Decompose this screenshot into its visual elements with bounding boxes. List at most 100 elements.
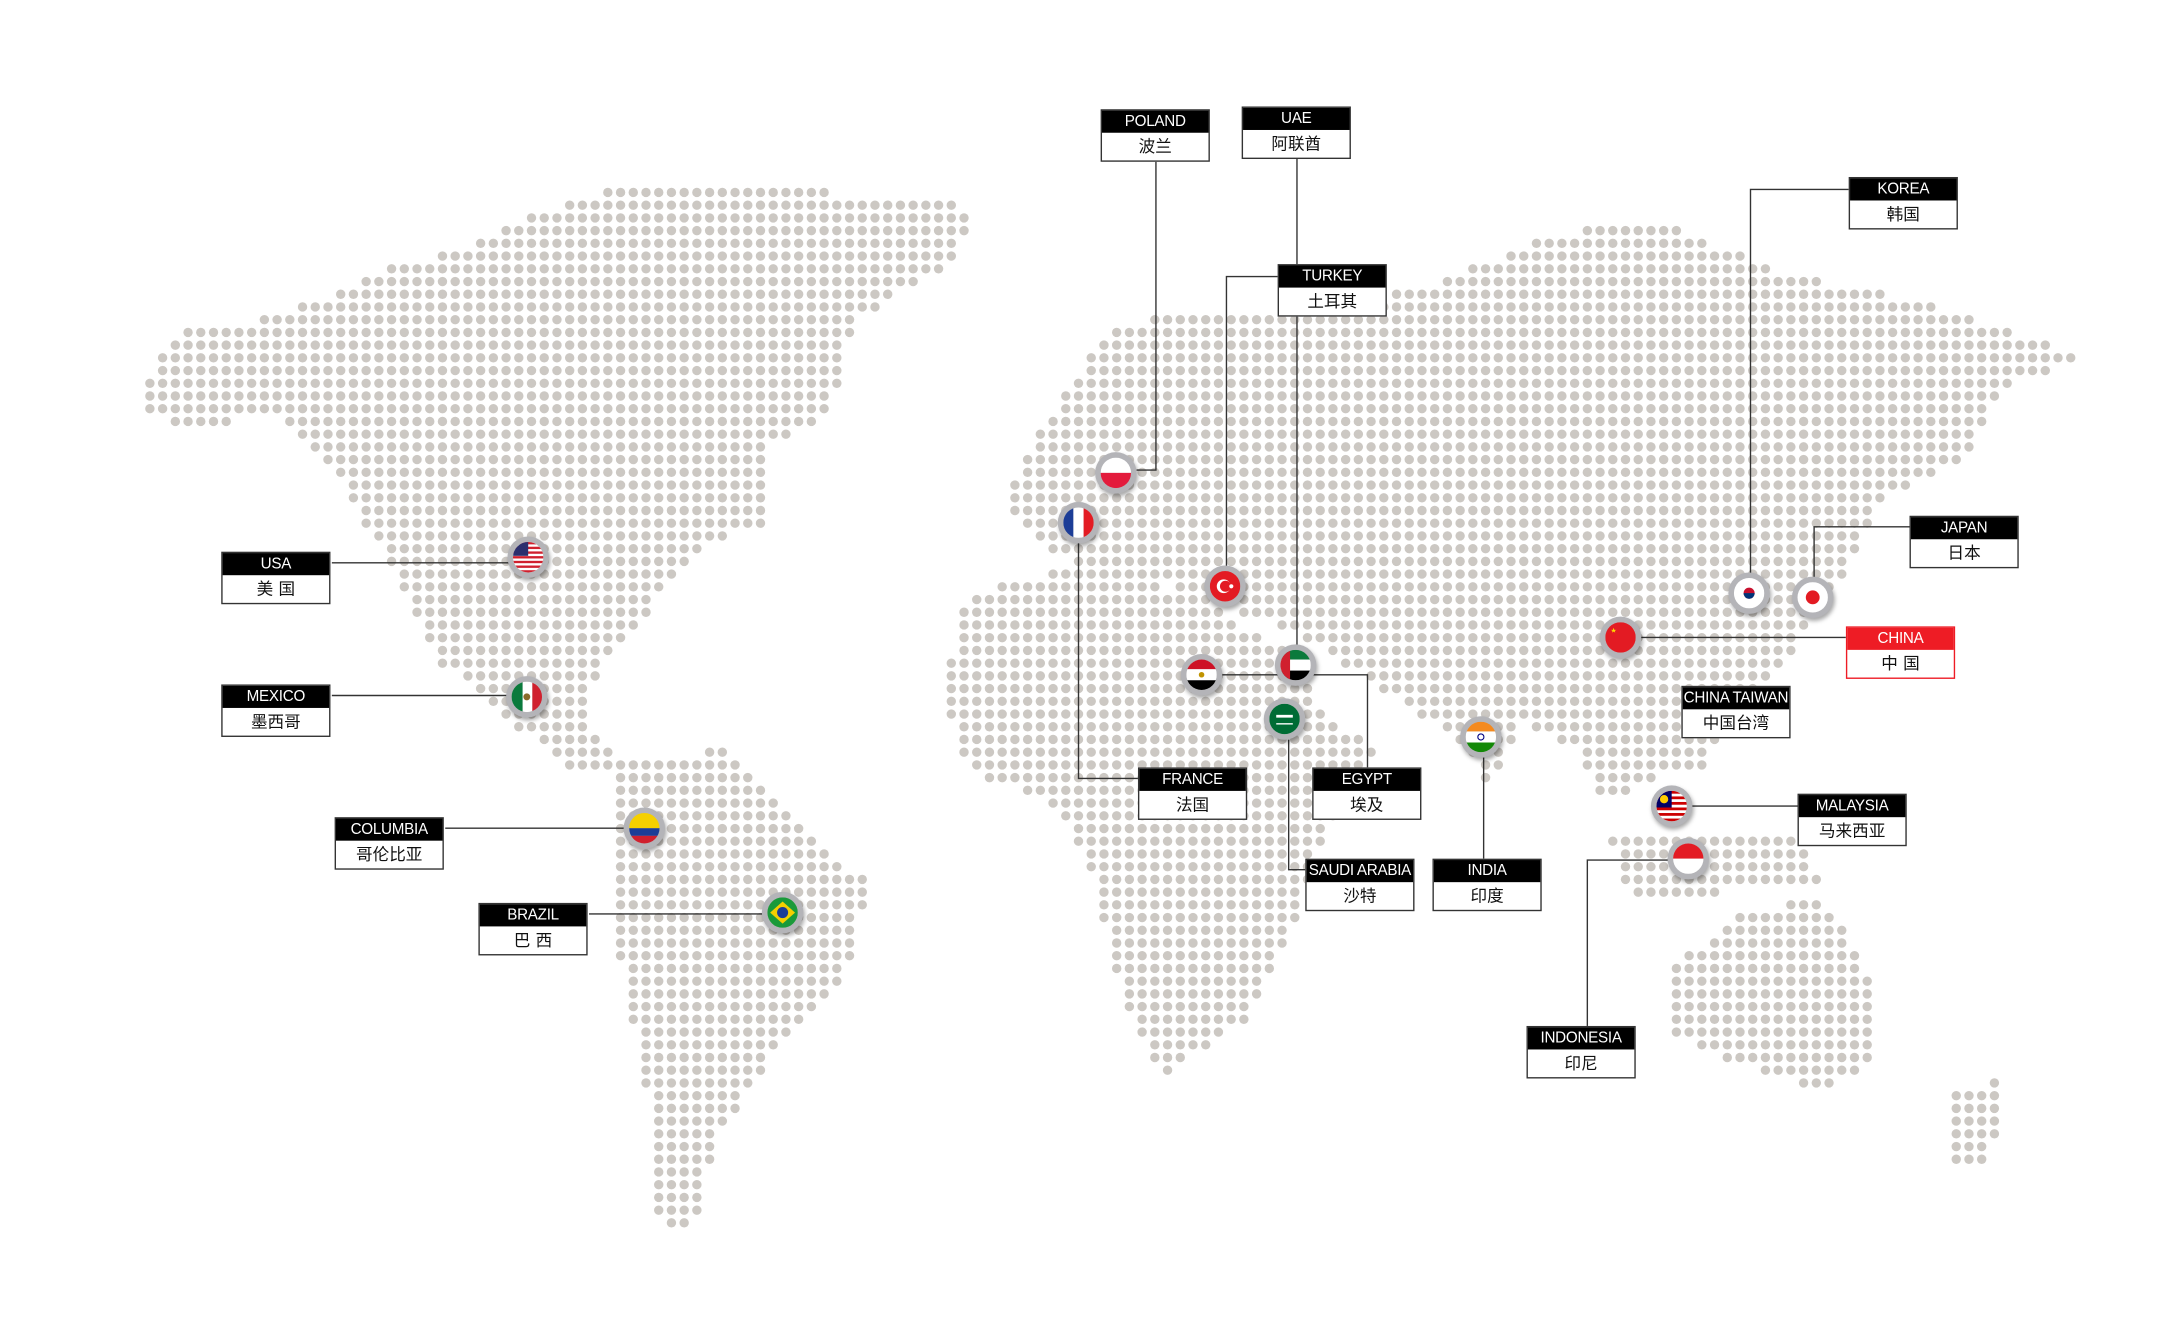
map-dot bbox=[1124, 620, 1135, 630]
map-dot bbox=[781, 404, 791, 414]
map-dot bbox=[654, 1027, 664, 1037]
map-dot bbox=[1722, 327, 1732, 338]
map-dot bbox=[1811, 874, 1822, 885]
map-dot bbox=[1315, 442, 1325, 452]
map-dot bbox=[1429, 289, 1440, 299]
map-dot bbox=[1010, 709, 1020, 719]
map-dot bbox=[399, 518, 410, 528]
map-dot bbox=[1226, 951, 1236, 961]
map-dot bbox=[386, 480, 397, 490]
map-dot bbox=[666, 480, 677, 490]
map-dot bbox=[1366, 747, 1376, 757]
map-dot bbox=[1811, 989, 1822, 999]
map-dot bbox=[755, 467, 766, 478]
map-dot bbox=[1175, 861, 1185, 872]
map-dot bbox=[1620, 467, 1631, 478]
map-dot bbox=[1480, 365, 1491, 376]
map-dot bbox=[1379, 556, 1389, 567]
map-dot bbox=[1837, 429, 1847, 439]
map-dot bbox=[552, 531, 562, 541]
map-dot bbox=[1544, 467, 1554, 478]
map-dot bbox=[781, 378, 791, 388]
map-dot bbox=[1951, 1090, 1961, 1101]
map-dot bbox=[717, 747, 728, 757]
map-dot bbox=[730, 200, 740, 210]
map-dot bbox=[1493, 505, 1503, 516]
map-dot bbox=[1557, 442, 1567, 452]
map-dot bbox=[1035, 734, 1046, 745]
map-dot bbox=[1239, 823, 1249, 834]
map-dot bbox=[399, 569, 410, 579]
map-dot bbox=[1251, 836, 1262, 846]
map-dot bbox=[501, 264, 511, 274]
map-dot bbox=[959, 213, 969, 223]
map-dot bbox=[1837, 543, 1847, 554]
map-dot bbox=[1455, 442, 1465, 452]
map-dot bbox=[704, 836, 715, 846]
map-dot bbox=[781, 1014, 791, 1025]
map-dot bbox=[564, 264, 575, 274]
map-dot bbox=[666, 1014, 677, 1025]
map-dot bbox=[1658, 454, 1669, 465]
map-dot bbox=[895, 225, 906, 236]
map-dot bbox=[1150, 760, 1160, 770]
map-dot bbox=[1086, 429, 1096, 439]
map-dot bbox=[615, 620, 626, 630]
map-dot bbox=[1366, 518, 1376, 528]
map-dot bbox=[1506, 378, 1516, 388]
map-dot bbox=[1786, 645, 1796, 656]
map-dot bbox=[1862, 1052, 1872, 1063]
map-dot bbox=[501, 238, 511, 249]
map-dot bbox=[1989, 340, 2000, 350]
map-dot bbox=[1239, 416, 1249, 427]
map-dot bbox=[717, 1078, 728, 1088]
map-dot bbox=[1646, 543, 1656, 554]
map-dot bbox=[628, 213, 638, 223]
map-dot bbox=[1264, 327, 1275, 338]
map-dot bbox=[1544, 251, 1554, 261]
map-dot bbox=[730, 251, 740, 261]
map-dot bbox=[1837, 365, 1847, 376]
map-dot bbox=[1188, 1027, 1198, 1037]
map-dot bbox=[1658, 251, 1669, 261]
map-dot bbox=[1048, 505, 1058, 516]
map-dot bbox=[1506, 658, 1516, 668]
map-dot bbox=[1442, 594, 1453, 605]
map-dot bbox=[1404, 391, 1414, 401]
map-dot bbox=[552, 645, 562, 656]
map-dot bbox=[463, 340, 473, 350]
map-dot bbox=[806, 213, 817, 223]
map-dot bbox=[310, 391, 320, 401]
map-dot bbox=[1722, 467, 1732, 478]
map-dot bbox=[1735, 556, 1745, 567]
map-dot bbox=[1201, 493, 1211, 503]
map-dot bbox=[1150, 683, 1160, 694]
map-dot bbox=[1824, 963, 1834, 974]
map-dot bbox=[679, 811, 689, 821]
map-dot bbox=[1264, 938, 1275, 948]
map-dot bbox=[1748, 658, 1758, 668]
map-dot bbox=[1951, 340, 1961, 350]
map-dot bbox=[1976, 1154, 1987, 1164]
map-dot bbox=[1582, 353, 1593, 363]
map-dot bbox=[768, 200, 778, 210]
map-dot bbox=[246, 391, 257, 401]
map-dot bbox=[1150, 314, 1160, 325]
map-dot bbox=[692, 225, 702, 236]
map-dot bbox=[1735, 493, 1745, 503]
map-dot bbox=[972, 620, 982, 630]
map-dot bbox=[946, 696, 956, 707]
map-dot bbox=[1633, 493, 1643, 503]
map-dot bbox=[425, 391, 435, 401]
map-dot bbox=[1862, 442, 1872, 452]
map-dot bbox=[1760, 1052, 1771, 1063]
map-dot bbox=[1391, 365, 1402, 376]
map-dot bbox=[1938, 454, 1949, 465]
map-dot bbox=[1175, 1001, 1185, 1012]
map-dot bbox=[1671, 582, 1682, 592]
map-dot bbox=[1684, 505, 1694, 516]
map-dot bbox=[806, 276, 817, 287]
map-dot bbox=[1137, 683, 1147, 694]
map-dot bbox=[1277, 416, 1287, 427]
